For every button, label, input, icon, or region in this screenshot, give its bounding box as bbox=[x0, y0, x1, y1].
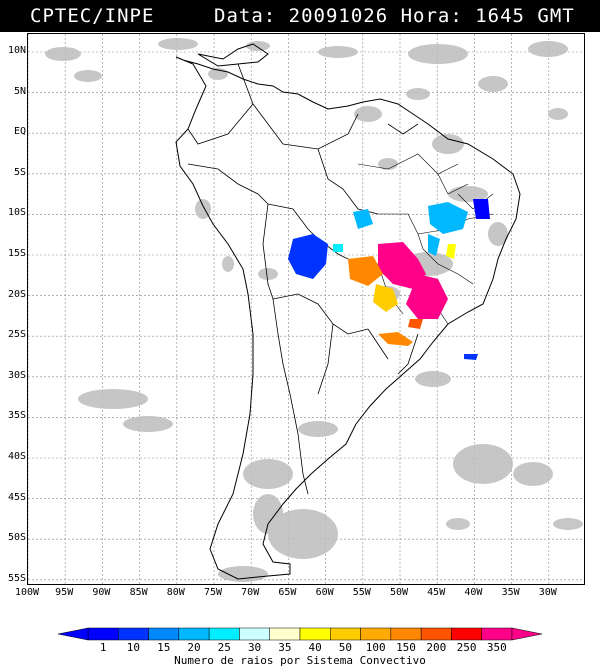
lat-label: 50S bbox=[7, 532, 26, 544]
cloud-cover bbox=[45, 38, 583, 582]
lon-label: 90W bbox=[92, 587, 111, 598]
lat-label: 30S bbox=[7, 369, 26, 381]
map-svg bbox=[28, 34, 584, 584]
colorbar-cell bbox=[208, 627, 240, 641]
lon-label: 45W bbox=[427, 587, 446, 598]
lat-label: 10N bbox=[7, 45, 26, 56]
colorbar-value-label: 100 bbox=[365, 641, 386, 654]
colorbar-cell bbox=[390, 627, 422, 641]
lon-label: 40W bbox=[464, 587, 483, 598]
lat-label: 55S bbox=[7, 572, 26, 584]
colorbar-value-label: 25 bbox=[217, 641, 231, 654]
lon-label: 70W bbox=[241, 587, 260, 598]
lat-label: 5N bbox=[13, 85, 26, 97]
lat-label: 35S bbox=[7, 410, 26, 422]
lon-label: 50W bbox=[389, 587, 409, 598]
colorbar-cell bbox=[420, 627, 452, 641]
colorbar-value-label: 40 bbox=[308, 641, 322, 654]
lon-label: 65W bbox=[278, 587, 297, 598]
lat-label: EQ bbox=[13, 126, 26, 138]
colorbar-cell bbox=[269, 627, 301, 641]
agency-label: CPTEC/INPE bbox=[30, 5, 155, 27]
lat-lon-grid bbox=[28, 34, 584, 584]
colorbar-value-label: 1 bbox=[99, 641, 107, 654]
lat-label: 15S bbox=[7, 248, 26, 259]
map-frame bbox=[27, 33, 585, 585]
lon-label: 95W bbox=[55, 587, 74, 598]
lat-label: 5S bbox=[13, 166, 26, 178]
coastline bbox=[175, 43, 521, 580]
lat-label: 40S bbox=[7, 451, 26, 462]
colorbar-cell bbox=[481, 627, 513, 641]
colorbar-value-label: 50 bbox=[338, 641, 353, 654]
colorbar-value-label: 20 bbox=[187, 641, 201, 654]
colorbar-value-label: 200 bbox=[426, 641, 447, 654]
lat-label: 45S bbox=[7, 491, 26, 503]
colorbar-min-arrow bbox=[57, 627, 89, 641]
lon-label: 85W bbox=[129, 587, 148, 598]
lat-label: 20S bbox=[7, 288, 26, 300]
lon-label: 75W bbox=[203, 587, 223, 598]
lon-label: 30W bbox=[538, 587, 557, 598]
colorbar-value-label: 35 bbox=[278, 641, 292, 654]
colorbar-cell bbox=[148, 627, 180, 641]
lon-label: 100W bbox=[14, 587, 40, 598]
lon-label: 55W bbox=[352, 587, 371, 598]
colorbar-cell bbox=[239, 627, 270, 641]
colorbar-cell bbox=[330, 627, 361, 641]
colorbar-value-label: 250 bbox=[456, 641, 477, 654]
lat-label: 10S bbox=[7, 207, 26, 219]
colorbar-value-label: 150 bbox=[396, 641, 416, 654]
colorbar-cell bbox=[118, 627, 149, 641]
colorbar-title: Numero de raios por Sistema Convectivo bbox=[174, 654, 426, 667]
colorbar-cell bbox=[87, 627, 119, 641]
colorbar-max-arrow bbox=[511, 627, 543, 641]
colorbar-cell bbox=[178, 627, 210, 641]
title-bar: CPTEC/INPE Data: 20091026 Hora: 1645 GMT bbox=[0, 0, 600, 32]
lon-label: 60W bbox=[315, 587, 334, 598]
colorbar-cell bbox=[360, 627, 392, 641]
datetime-label: Data: 20091026 Hora: 1645 GMT bbox=[214, 5, 575, 27]
colorbar-cell bbox=[299, 627, 331, 641]
colorbar-value-label: 15 bbox=[157, 641, 171, 654]
colorbar-value-label: 30 bbox=[247, 641, 262, 654]
colorbar-cell bbox=[451, 627, 482, 641]
convective-systems bbox=[288, 199, 490, 360]
colorbar-value-label: 10 bbox=[126, 641, 141, 654]
colorbar-value-label: 350 bbox=[486, 641, 507, 654]
lat-label: 25S bbox=[7, 329, 26, 341]
lon-label: 35W bbox=[501, 587, 520, 598]
lon-label: 80W bbox=[166, 587, 185, 598]
